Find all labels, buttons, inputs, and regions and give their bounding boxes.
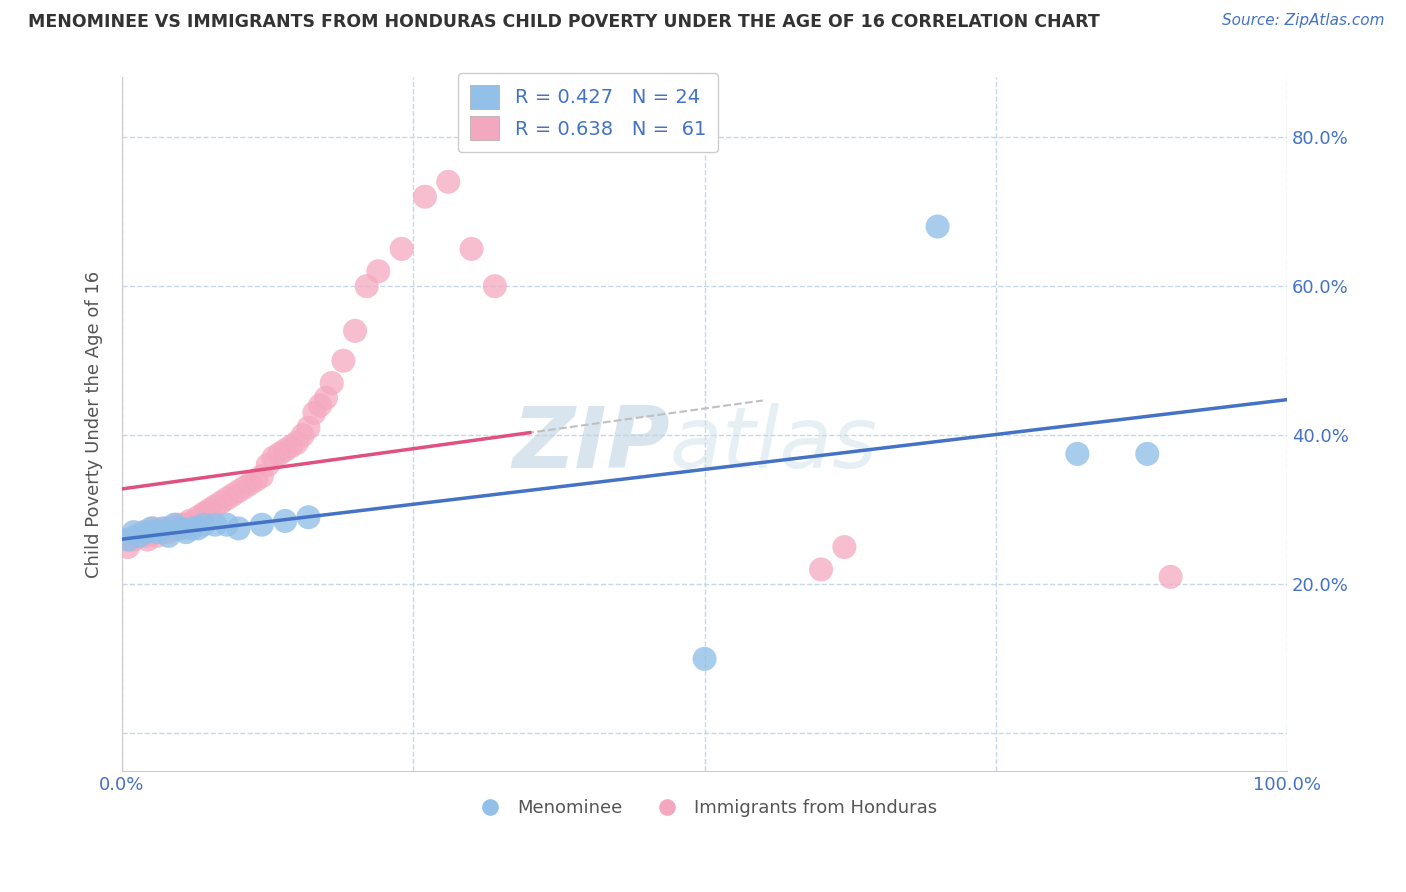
Point [484,279,506,293]
Text: Source: ZipAtlas.com: Source: ZipAtlas.com [1222,13,1385,29]
Point [141,521,163,535]
Point [117,540,139,554]
Text: atlas: atlas [669,403,877,486]
Point [152,521,174,535]
Point [181,521,204,535]
Point [215,517,238,532]
Point [120,533,142,547]
Point [280,439,302,453]
Point [437,175,460,189]
Y-axis label: Child Poverty Under the Age of 16: Child Poverty Under the Age of 16 [86,270,103,578]
Point [291,428,314,442]
Point [927,219,949,234]
Point [344,324,367,338]
Point [179,514,201,528]
Point [315,391,337,405]
Point [157,525,180,540]
Point [163,521,186,535]
Point [285,435,308,450]
Point [155,521,177,535]
Point [142,521,165,535]
Point [136,533,159,547]
Point [391,242,413,256]
Point [198,503,221,517]
Point [304,406,326,420]
Point [152,525,174,540]
Point [693,652,716,666]
Point [309,399,332,413]
Point [1066,447,1088,461]
Point [215,491,238,506]
Point [367,264,389,278]
Legend: Menominee, Immigrants from Honduras: Menominee, Immigrants from Honduras [464,791,945,824]
Point [167,517,190,532]
Point [122,525,145,540]
Point [146,529,169,543]
Point [222,488,245,502]
Point [194,507,217,521]
Point [1160,570,1182,584]
Point [204,517,226,532]
Point [460,242,482,256]
Point [134,525,156,540]
Point [297,421,319,435]
Point [146,525,169,540]
Point [174,525,197,540]
Point [169,521,191,535]
Point [245,473,267,487]
Point [172,517,194,532]
Point [187,510,209,524]
Point [356,279,378,293]
Point [148,525,170,540]
Point [193,507,215,521]
Point [169,521,191,535]
Point [332,353,354,368]
Point [187,521,209,535]
Point [250,517,273,532]
Point [122,533,145,547]
Point [321,376,343,390]
Point [228,484,250,499]
Point [274,514,297,528]
Point [125,529,148,543]
Point [269,447,291,461]
Point [263,450,285,465]
Point [1136,447,1159,461]
Point [181,517,204,532]
Point [239,476,262,491]
Text: ZIP: ZIP [512,403,669,486]
Point [810,562,832,576]
Point [209,495,232,509]
Point [128,529,150,543]
Point [132,525,155,540]
Point [141,525,163,540]
Point [233,480,256,494]
Point [174,517,197,532]
Point [274,443,297,458]
Point [117,533,139,547]
Point [157,529,180,543]
Point [193,517,215,532]
Point [183,514,205,528]
Point [134,529,156,543]
Point [834,540,856,554]
Point [250,469,273,483]
Point [204,499,226,513]
Point [256,458,278,472]
Point [160,521,183,535]
Point [413,190,436,204]
Point [128,529,150,543]
Point [163,517,186,532]
Text: MENOMINEE VS IMMIGRANTS FROM HONDURAS CHILD POVERTY UNDER THE AGE OF 16 CORRELAT: MENOMINEE VS IMMIGRANTS FROM HONDURAS CH… [28,13,1099,31]
Point [228,521,250,535]
Point [297,510,319,524]
